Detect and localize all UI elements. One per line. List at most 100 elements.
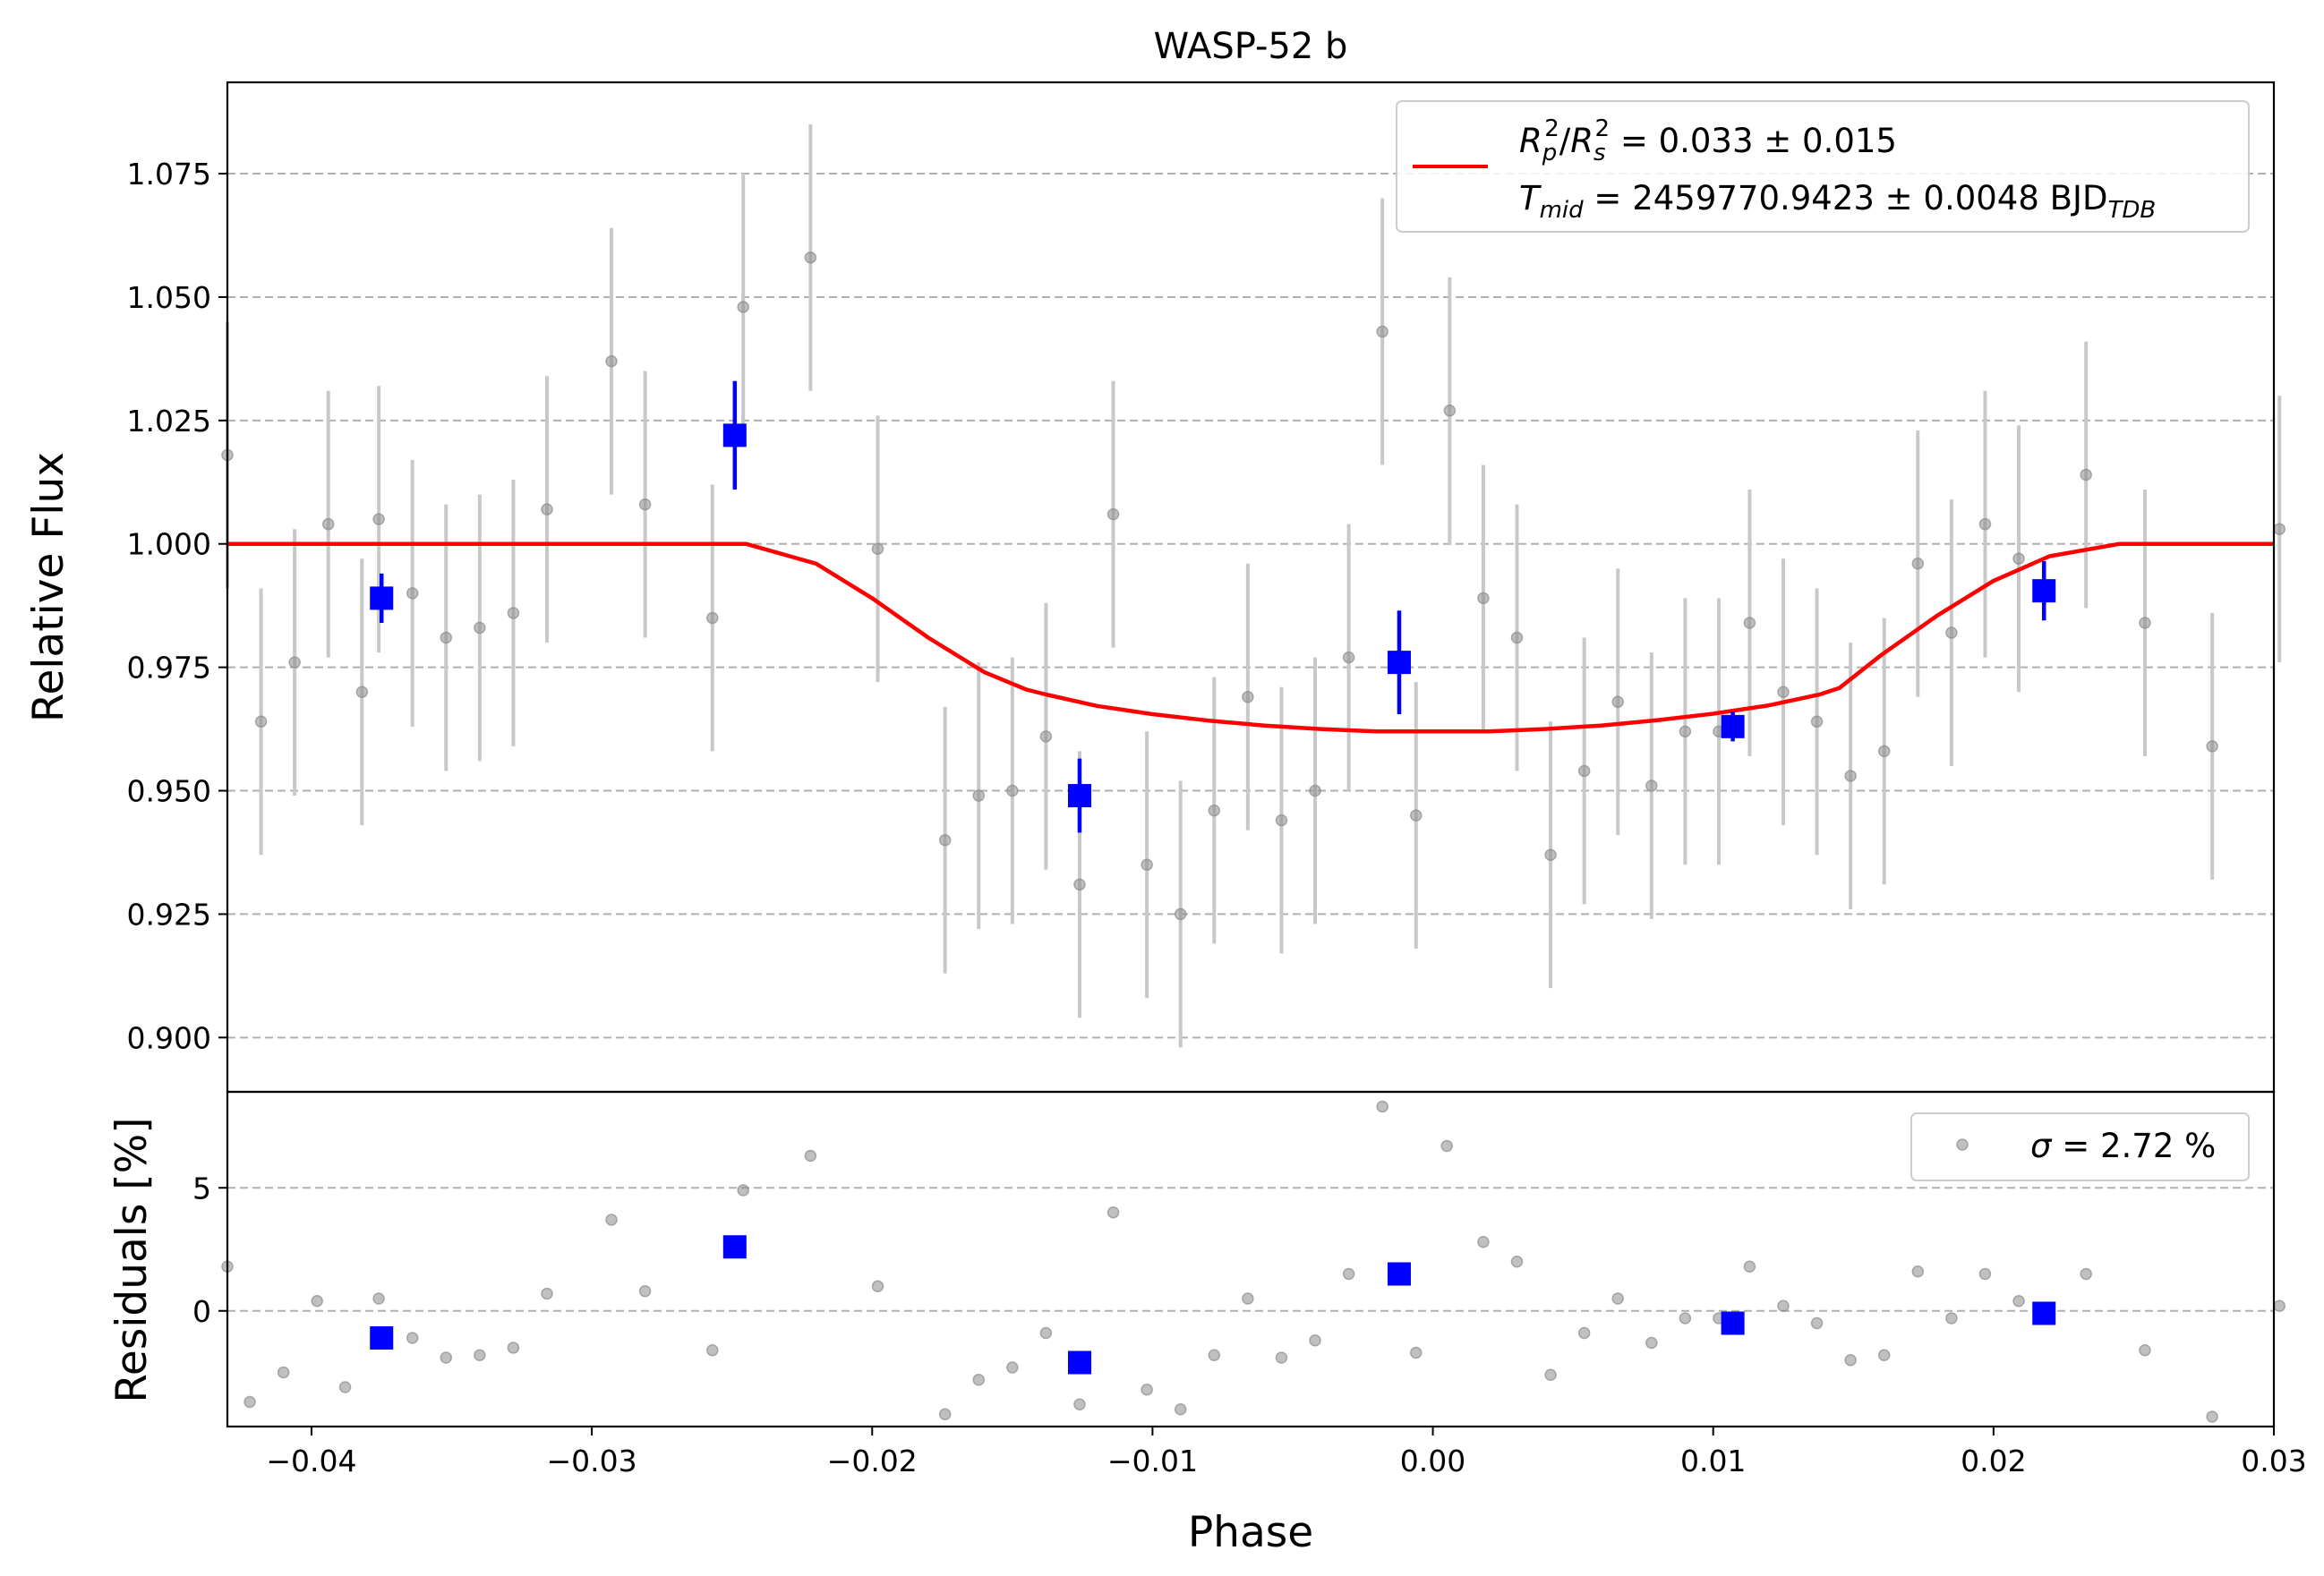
y-axis-label-residuals: Residuals [%] [107,1117,157,1402]
x-axis-label: Phase [1188,1508,1313,1557]
x-tick-label: −0.01 [1107,1444,1198,1478]
binned-point [1721,714,1745,738]
residual-point [1006,1361,1019,1374]
raw-point [706,611,719,625]
main-y-axis: 0.900 0.925 0.950 0.975 1.000 1.025 1.050 1.075 [127,157,227,1055]
residual-point [1275,1351,1288,1364]
raw-point [440,631,453,644]
raw-point [1376,325,1388,338]
residual-point [244,1395,256,1409]
raw-point [1208,804,1221,817]
raw-point [2139,617,2151,629]
binned-point [1067,784,1091,808]
residual-point [1844,1354,1857,1367]
residual-point [938,1408,952,1420]
raw-point [406,587,419,600]
x-axis: −0.04 −0.03 −0.02 −0.01 0.00 0.01 0.02 0.03 [266,1427,2307,1478]
chart-title: WASP-52 b [1154,26,1348,67]
raw-point [938,833,952,847]
raw-point [2206,740,2218,753]
raw-point [2080,468,2092,481]
raw-point [541,503,553,515]
raw-point [972,789,985,802]
residual-y-axis: 05 [192,1171,227,1329]
y-axis-label-main: Relative Flux [24,452,73,722]
residual-point [1978,1267,1992,1281]
residual-point [638,1285,652,1298]
x-tick-label: −0.04 [266,1444,356,1478]
binned-residual [2032,1301,2056,1325]
residual-point [372,1292,385,1305]
residual-point [507,1342,520,1354]
raw-point [1309,784,1321,797]
residual-point [1577,1326,1591,1340]
residual-point [541,1287,553,1300]
residual-point [2080,1267,2092,1281]
raw-point [1174,907,1187,921]
residual-point [1342,1267,1355,1281]
raw-point [1945,626,1958,639]
raw-point [355,686,369,698]
raw-point [372,513,385,525]
raw-point [1743,617,1756,629]
y-tick-label: 0.975 [127,651,211,686]
binned-residual [1067,1350,1091,1375]
raw-point [737,301,749,313]
residual-point [2273,1299,2286,1312]
y-tick-label: 1.000 [127,527,211,562]
x-tick-label: −0.03 [547,1444,637,1478]
residual-point [1810,1316,1824,1330]
raw-point [1106,507,1120,521]
y-tick-label: 0 [192,1294,211,1329]
legend-tmid-text: Tmid = 2459770.9423 ± 0.0048 BJDTDB [1519,179,2156,224]
residual-point [972,1374,985,1386]
raw-point [1645,779,1658,792]
raw-point [804,251,817,264]
residual-point [1410,1346,1423,1359]
y-tick-label: 0.900 [127,1020,211,1055]
raw-point [1777,686,1790,698]
raw-point [321,517,335,531]
main-legend-box [1396,100,2250,233]
raw-point [605,354,618,368]
residual-point [406,1332,419,1344]
residual-point [2206,1410,2218,1423]
raw-point [1410,809,1423,822]
raw-point [1477,592,1490,605]
residual-point [440,1351,453,1364]
raw-point [474,621,486,635]
residual-point [1544,1368,1557,1381]
raw-point [1275,814,1288,827]
residual-point [1106,1206,1120,1219]
y-tick-label: 1.075 [127,157,211,192]
residual-point [1174,1403,1187,1416]
raw-point [1342,651,1355,664]
residual-legend-marker [1956,1138,1969,1151]
residual-point [2139,1344,2151,1357]
x-tick-label: 0.02 [1961,1444,2026,1478]
raw-point [507,607,520,619]
raw-point [254,715,268,728]
raw-point [1073,878,1086,891]
raw-point [1443,405,1457,417]
residual-point [1039,1326,1053,1340]
raw-point [1006,784,1019,797]
raw-point [1810,715,1824,728]
residual-point [706,1344,719,1357]
raw-point [1877,745,1891,758]
binned-residual [722,1235,747,1259]
residual-point [2012,1295,2025,1308]
raw-point [638,498,652,511]
model-curve [227,541,2274,734]
binned-point [2032,579,2056,603]
y-tick-label: 0.950 [127,774,211,809]
residual-point [1376,1100,1388,1113]
residual-gridlines [227,1187,2274,1312]
raw-point [288,656,301,669]
residual-point [1477,1236,1490,1248]
main-panel-data [221,124,2286,1048]
y-tick-label: 5 [192,1171,211,1205]
raw-point [2012,552,2025,566]
residual-point [1611,1292,1624,1305]
residual-point [277,1366,290,1379]
